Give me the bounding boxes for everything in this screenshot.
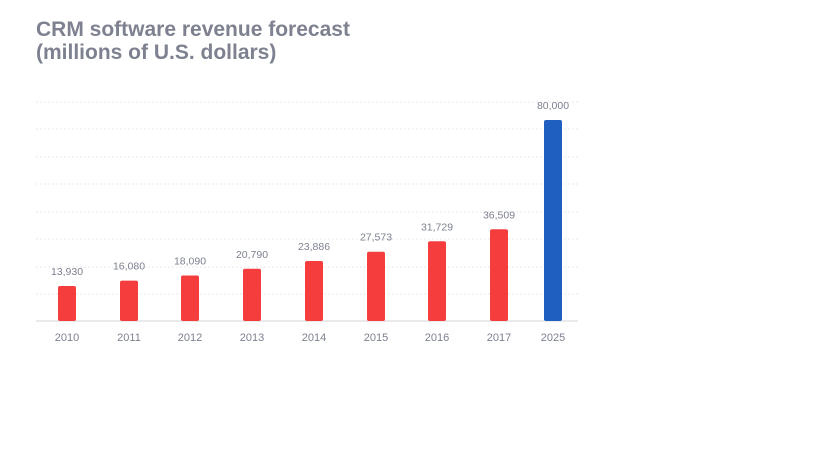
data-label-2016: 31,729 (421, 221, 453, 233)
data-label-2013: 20,790 (236, 249, 268, 261)
bar-2012 (181, 275, 199, 321)
x-tick-label-2012: 2012 (178, 332, 202, 344)
data-label-2011: 16,080 (113, 261, 145, 273)
x-tick-label-2011: 2011 (117, 332, 141, 344)
bar-2011 (120, 280, 138, 321)
chart-title-line-1: CRM software revenue forecast (36, 18, 350, 41)
data-label-2012: 18,090 (174, 256, 206, 268)
x-tick-label-2025: 2025 (541, 332, 565, 344)
x-tick-label-2013: 2013 (240, 332, 264, 344)
x-tick-label-2016: 2016 (425, 332, 449, 344)
x-tick-label-2017: 2017 (487, 332, 511, 344)
bar-2016 (428, 241, 446, 321)
x-tick-label-2015: 2015 (364, 332, 388, 344)
data-label-2014: 23,886 (298, 241, 330, 253)
data-label-2017: 36,509 (483, 209, 515, 221)
bar-2017 (490, 229, 508, 321)
chart-title-line-2: (millions of U.S. dollars) (36, 41, 277, 64)
bar-2010 (58, 286, 76, 321)
bar-2015 (367, 251, 385, 321)
data-label-2015: 27,573 (360, 232, 392, 244)
x-tick-label-2010: 2010 (55, 332, 79, 344)
bar-2014 (305, 260, 323, 321)
data-label-2010: 13,930 (51, 266, 83, 278)
data-label-2025: 80,000 (537, 100, 569, 112)
bar-2013 (243, 268, 261, 321)
bar-2025 (544, 120, 562, 321)
x-tick-label-2014: 2014 (302, 332, 326, 344)
chart-title: CRM software revenue forecast (millions … (36, 18, 536, 64)
